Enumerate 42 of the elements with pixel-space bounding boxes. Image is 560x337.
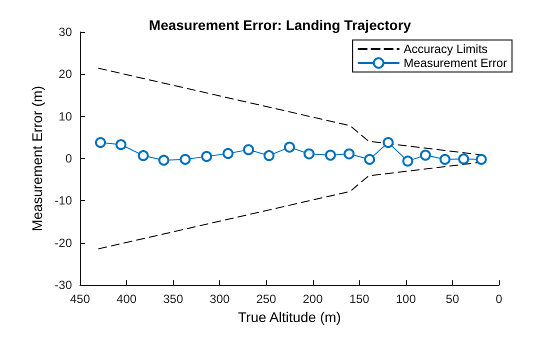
y-axis-title: Measurement Error (m)	[28, 86, 45, 232]
y-tick-label: -10	[54, 194, 72, 208]
point	[138, 150, 149, 162]
point	[115, 139, 126, 150]
point	[440, 154, 450, 165]
x-axis-title: True Altitude (m)	[238, 309, 341, 325]
point	[180, 154, 191, 165]
point	[476, 154, 487, 165]
x-tick-label: 450	[70, 292, 90, 306]
point	[201, 150, 212, 162]
point	[402, 156, 414, 167]
chart-title: Measurement Error: Landing Trajectory	[148, 17, 412, 33]
y-tick-label: 30	[58, 25, 72, 39]
point	[420, 150, 431, 161]
x-tick-label: 300	[210, 292, 230, 306]
point	[222, 148, 234, 159]
legend-label: Accuracy Limits	[404, 42, 488, 56]
point	[324, 150, 336, 161]
y-tick-label: -20	[54, 236, 72, 250]
x-tick-label: 0	[496, 292, 503, 306]
x-tick-label: 200	[302, 292, 324, 306]
x-tick-label: 100	[396, 292, 416, 306]
point	[94, 137, 106, 148]
x-tick-label: 250	[256, 292, 277, 306]
x-tick-label: 400	[116, 292, 137, 306]
point	[158, 154, 170, 166]
point	[304, 148, 315, 160]
point	[344, 148, 355, 160]
x-tick-label: 150	[349, 292, 370, 306]
y-tick-label: 10	[58, 109, 72, 124]
point	[284, 142, 295, 153]
point	[382, 137, 394, 148]
y-tick-label: 20	[58, 67, 72, 82]
y-tick-label: -30	[54, 278, 72, 292]
point	[458, 153, 470, 164]
y-tick-label: 0	[65, 152, 72, 166]
point	[243, 144, 254, 156]
point	[264, 150, 275, 162]
legend-label: Measurement Error	[404, 56, 508, 70]
x-tick-label: 50	[446, 292, 460, 306]
point	[364, 154, 376, 165]
x-tick-label: 350	[163, 292, 184, 306]
